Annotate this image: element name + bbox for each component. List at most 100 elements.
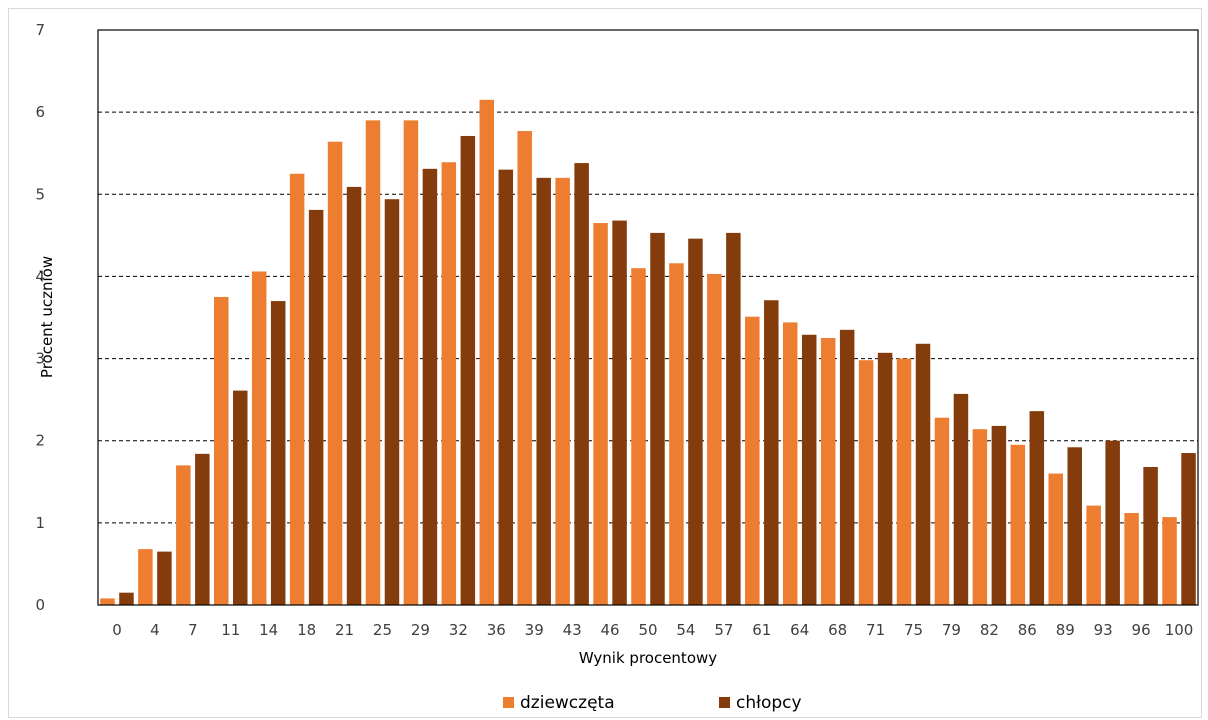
bar-girls [745,316,760,605]
bar-girls [289,173,305,605]
y-axis-title: Procent uczniów [38,256,56,378]
bar-boys [1029,411,1045,605]
bar-girls [1010,444,1026,605]
x-tick-label: 39 [525,621,544,639]
legend-label: chłopcy [736,693,802,713]
bar-girls [1086,505,1101,605]
bar-boys [422,168,438,606]
bar-boys [346,186,362,605]
bar-boys [688,238,703,605]
x-tick-label: 0 [112,621,122,639]
bar-boys [157,551,172,605]
x-tick-label: 54 [676,621,695,639]
y-tick-label: 7 [35,21,45,39]
bar-girls [138,549,153,605]
bar-girls [365,120,381,605]
bar-boys [726,232,741,605]
bar-boys [384,199,400,605]
y-tick-labels: 0 1 2 3 4 5 6 7 [35,21,45,614]
x-tick-label: 89 [1056,621,1075,639]
bar-girls [555,177,570,605]
bar-boys [119,592,134,605]
bar-boys [270,301,286,605]
bar-boys [233,390,248,605]
bar-girls [972,429,988,605]
x-tick-label: 64 [790,621,809,639]
bar-boys [574,163,589,606]
x-tick-label: 25 [373,621,392,639]
bar-boys [801,334,817,605]
bar-girls [782,322,798,605]
bar-girls [669,263,684,605]
bar-girls [251,271,267,605]
bar-boys [536,177,551,605]
bar-boys [991,425,1007,605]
bar-boys [877,352,893,605]
bar-boys [1105,440,1120,605]
bar-girls [1048,473,1063,605]
x-tick-label: 46 [601,621,620,639]
x-tick-label: 86 [1018,621,1037,639]
bar-boys [1067,447,1082,605]
bar-girls [631,268,646,605]
x-tick-label: 68 [828,621,847,639]
legend-label: dziewczęta [520,693,615,713]
plot-border [97,29,1199,606]
x-tick-label: 61 [752,621,771,639]
bar-boys [308,209,324,605]
bar-girls [593,223,608,606]
y-tick-label: 4 [35,267,45,285]
bar-boys [1181,453,1196,605]
bar-girls [707,273,722,605]
bar-girls [176,465,191,605]
x-tick-label: 14 [259,621,278,639]
x-tick-label: 57 [714,621,733,639]
x-tick-label: 71 [866,621,885,639]
x-axis-title: Wynik procentowy [579,649,717,667]
y-tick-label: 5 [35,185,45,203]
bar-girls [896,358,912,605]
bar-boys [764,300,779,605]
x-tick-label: 50 [638,621,657,639]
legend-swatch [503,697,514,708]
y-tick-label: 0 [35,596,45,614]
bar-girls [934,417,950,605]
bar-boys [839,329,855,605]
x-tick-label: 4 [150,621,160,639]
y-tick-label: 3 [35,350,45,368]
legend: dziewczęta chłopcy [503,693,802,713]
x-tick-labels: 0 4 7 11 14 18 21 25 29 32 36 39 43 46 50 54 57 61 64 68 71 7… [112,621,1193,639]
bar-chart: 0 1 2 3 4 5 6 7 0 4 7 11 14 18 21 25 29 32 36 39 43 46 50 54 57… [35,21,1199,713]
x-tick-label: 21 [335,621,354,639]
bar-boys [612,220,627,606]
bar-boys [650,232,665,605]
x-tick-label: 96 [1132,621,1151,639]
bar-boys [1143,467,1158,605]
x-tick-label: 18 [297,621,316,639]
x-tick-label: 79 [942,621,961,639]
legend-swatch [719,697,730,708]
bar-girls [214,296,229,605]
bar-girls [820,338,836,605]
y-tick-label: 6 [35,103,45,121]
bar-boys [953,393,969,605]
x-tick-label: 75 [904,621,923,639]
bar-girls [1124,513,1139,605]
bar-boys [915,343,931,605]
bar-girls [517,131,532,605]
bar-girls [441,162,457,605]
bar-girls [1162,517,1177,605]
bar-girls [479,99,495,606]
bar-girls [100,598,115,605]
x-tick-label: 43 [563,621,582,639]
chart-frame: 0 1 2 3 4 5 6 7 0 4 7 11 14 18 21 25 29 32 36 39 43 46 50 54 57… [8,8,1202,718]
x-tick-label: 32 [449,621,468,639]
x-tick-label: 29 [411,621,430,639]
bar-boys [195,453,210,605]
bar-boys [498,169,514,605]
bar-girls [403,120,419,605]
x-tick-label: 100 [1165,621,1194,639]
x-tick-label: 36 [487,621,506,639]
x-tick-label: 7 [188,621,198,639]
y-tick-label: 1 [35,514,45,532]
